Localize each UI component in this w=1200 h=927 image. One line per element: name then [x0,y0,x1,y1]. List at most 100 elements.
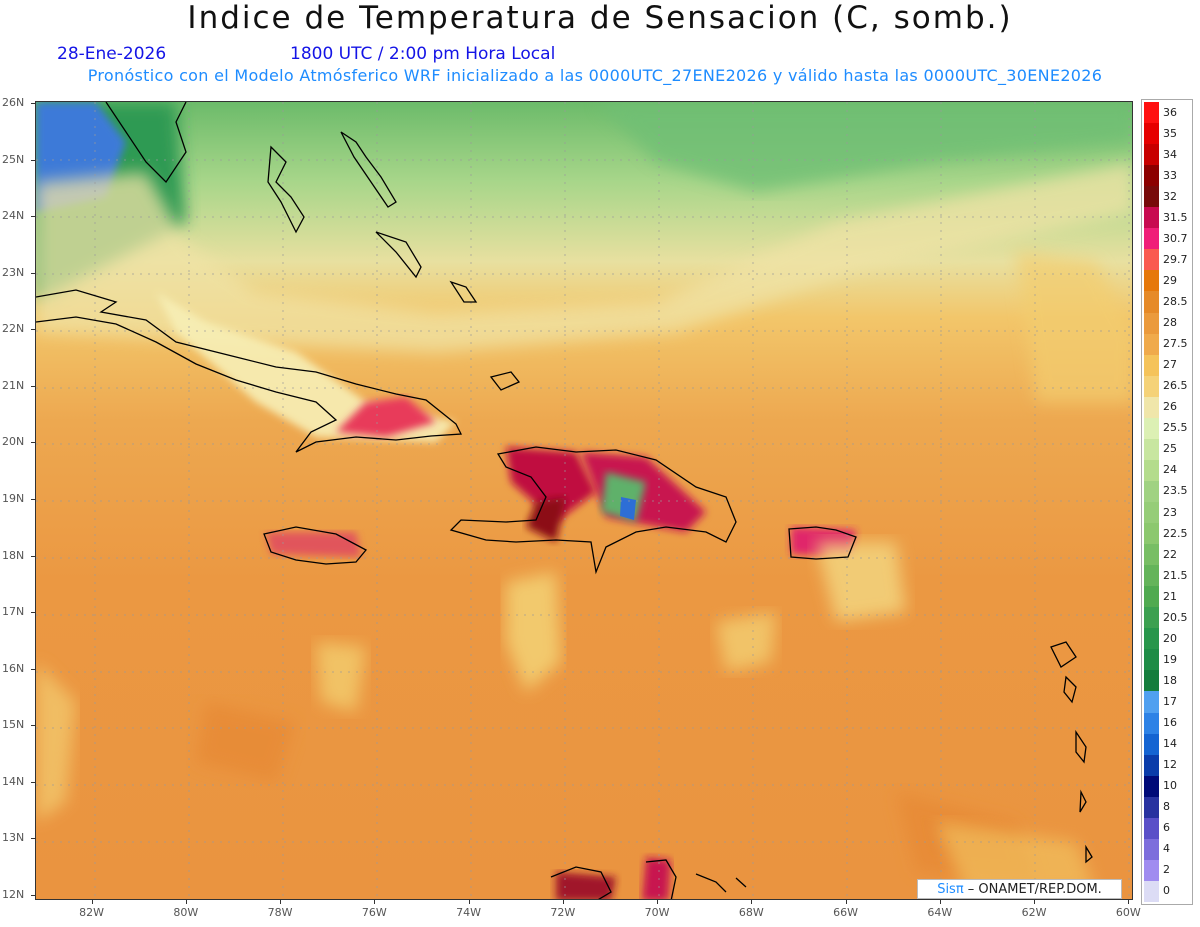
colorbar-swatch [1144,670,1159,692]
colorbar-swatch [1144,607,1159,629]
colorbar-row: 31.5 [1142,207,1192,229]
colorbar-swatch [1144,775,1159,797]
colorbar-row: 0 [1142,880,1192,902]
colorbar-swatch [1144,207,1159,229]
colorbar-label: 18 [1163,673,1177,687]
colorbar-swatch [1144,459,1159,481]
colorbar-swatch [1144,733,1159,755]
latitude-label: 20N [2,435,25,449]
longitude-label: 76W [361,906,387,919]
latitude-tick [31,159,35,161]
latitude-label: 24N [2,209,25,223]
latitude-label: 21N [2,378,25,392]
latitude-tick [31,668,35,670]
longitude-label: 74W [456,906,481,919]
colorbar-row: 21.5 [1142,565,1192,587]
cuba-coast [36,289,463,453]
temperature-features [36,102,1132,899]
colorbar-row: 6 [1142,817,1192,839]
latitude-label: 25N [2,152,25,166]
latitude-tick [31,216,35,218]
longitude-tick [657,900,659,904]
latitude-label: 17N [2,605,25,619]
colorbar-label: 4 [1163,842,1170,856]
colorbar-swatch [1144,586,1159,608]
colorbar-swatch [1144,249,1159,271]
bahamas-1 [267,145,305,234]
longitude-tick [1034,900,1036,904]
colorbar-swatch [1144,649,1159,671]
colorbar-row: 27.5 [1142,333,1192,355]
colorbar-label: 24 [1163,463,1177,477]
longitude-label: 66W [833,906,858,919]
colorbar-label: 16 [1163,716,1177,730]
longitude-label: 68W [738,906,764,919]
longitude-tick [91,900,93,904]
colorbar-swatch [1144,312,1159,334]
colorbar-swatch [1144,859,1159,881]
colorbar-row: 25 [1142,438,1192,460]
colorbar-label: 34 [1163,147,1177,161]
longitude-label: 80W [173,906,199,919]
latitude-tick [31,555,35,557]
latitude-label: 18N [2,548,25,562]
colorbar-row: 22 [1142,544,1192,566]
colorbar-row: 35 [1142,123,1192,145]
forecast-time: 1800 UTC / 2:00 pm Hora Local [290,44,556,64]
longitude-tick [468,900,470,904]
latitude-tick [31,442,35,444]
colorbar-swatch [1144,880,1159,902]
colorbar-swatch [1144,165,1159,187]
latitude-label: 13N [2,831,25,845]
colorbar-row: 27 [1142,354,1192,376]
longitude-label: 64W [927,906,953,919]
colorbar-row: 21 [1142,586,1192,608]
colorbar-label: 20.5 [1163,610,1188,624]
latitude-label: 26N [2,96,25,109]
colorbar-swatch [1144,438,1159,460]
bahamas-2 [340,131,397,208]
colorbar-label: 10 [1163,779,1177,793]
latitude-tick [31,612,35,614]
colorbar-row: 29.7 [1142,249,1192,271]
colorbar-swatch [1144,396,1159,418]
latitude-tick [31,385,35,387]
colorbar-label: 12 [1163,758,1177,772]
colorbar-swatch [1144,796,1159,818]
colorbar-row: 22.5 [1142,523,1192,545]
longitude-tick [280,900,282,904]
latitude-label: 19N [2,492,25,505]
colorbar-swatch [1144,354,1159,376]
colorbar-row: 16 [1142,712,1192,734]
colorbar-label: 14 [1163,737,1177,751]
colorbar-label: 20 [1163,631,1177,645]
colorbar-swatch [1144,228,1159,250]
colorbar-row: 32 [1142,186,1192,208]
latitude-tick [31,499,35,500]
colorbar-swatch [1144,480,1159,502]
colorbar-label: 27 [1163,358,1177,372]
colorbar-label: 35 [1163,126,1177,140]
latitude-tick [31,103,35,104]
colorbar-label: 32 [1163,189,1177,203]
colorbar-row: 29 [1142,270,1192,292]
colorbar-row: 12 [1142,754,1192,776]
colorbar-swatch [1144,544,1159,566]
latitude-label: 15N [2,718,25,732]
longitude-tick [751,900,753,904]
longitude-label: 78W [267,906,293,919]
colorbar-label: 22.5 [1163,526,1188,540]
south-america-coast [550,859,747,899]
model-run-info: Pronóstico con el Modelo Atmósferico WRF… [87,66,1103,85]
colorbar-row: 24 [1142,459,1192,481]
colorbar-row: 17 [1142,691,1192,713]
colorbar-swatch [1144,628,1159,650]
colorbar-swatch [1144,691,1159,713]
longitude-label: 70W [644,906,670,919]
turks-caicos [489,371,521,391]
latitude-tick [31,838,35,840]
colorbar-label: 36 [1163,105,1177,119]
colorbar-label: 30.7 [1163,231,1188,245]
colorbar-swatch [1144,523,1159,545]
colorbar-swatch [1144,417,1159,439]
